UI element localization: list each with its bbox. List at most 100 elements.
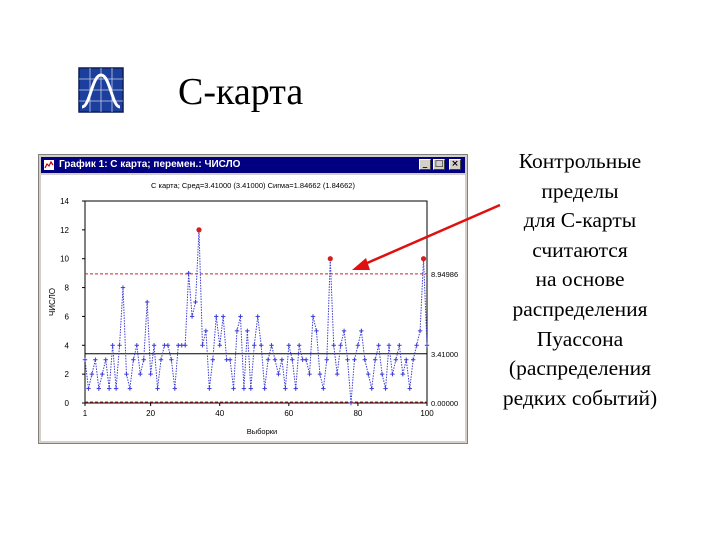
data-point	[272, 357, 278, 362]
x-tick-label: 1	[83, 409, 88, 418]
data-point	[89, 371, 95, 377]
data-point	[100, 371, 105, 377]
y-tick-label: 12	[60, 226, 69, 235]
x-tick-label: 60	[284, 409, 293, 418]
data-point	[131, 357, 136, 362]
data-point	[248, 386, 254, 391]
data-point	[383, 386, 388, 391]
data-point	[366, 371, 371, 377]
data-point	[303, 357, 309, 362]
chart-window[interactable]: График 1: С карта; перемен.: ЧИСЛО _ □ ×…	[38, 154, 468, 444]
data-point	[265, 357, 271, 362]
data-point	[293, 386, 298, 391]
data-point	[82, 357, 88, 362]
data-point	[155, 386, 160, 391]
data-point	[186, 270, 191, 276]
description-text: Контрольные пределы для С-карты считаются на…	[476, 147, 684, 413]
y-axis-label: ЧИСЛО	[48, 288, 57, 316]
data-point	[283, 386, 288, 391]
data-point	[414, 343, 419, 348]
data-point	[238, 314, 243, 319]
data-point	[189, 314, 195, 319]
y-tick-label: 2	[65, 370, 70, 379]
data-point	[117, 343, 122, 348]
data-point	[172, 386, 178, 391]
data-point	[134, 343, 140, 348]
data-point	[369, 386, 374, 391]
data-point	[372, 357, 378, 362]
data-point	[424, 343, 430, 348]
data-point	[348, 400, 354, 406]
data-point	[410, 357, 416, 362]
description-line: пределы	[541, 178, 619, 203]
data-point	[245, 328, 250, 334]
data-point	[334, 371, 340, 377]
data-point	[234, 328, 240, 334]
data-point	[193, 299, 198, 305]
data-point	[355, 343, 361, 348]
data-point	[120, 285, 126, 290]
data-point	[158, 357, 164, 362]
data-point	[290, 357, 295, 362]
series-line	[84, 229, 428, 404]
x-tick-label: 20	[146, 409, 155, 418]
description-line: на основе	[535, 267, 625, 292]
data-point	[345, 357, 350, 362]
data-point	[359, 328, 364, 334]
chart-app-logo	[78, 67, 124, 113]
description-line: Контрольные	[518, 149, 642, 173]
data-point	[144, 299, 150, 305]
data-point	[286, 343, 292, 348]
data-point	[269, 343, 274, 348]
data-point	[386, 343, 392, 348]
data-point	[407, 386, 412, 391]
close-button[interactable]: ×	[449, 159, 461, 170]
data-point	[321, 386, 326, 391]
center-line-label: 3.41000	[431, 350, 458, 359]
data-point	[258, 343, 264, 348]
data-point	[338, 343, 343, 348]
out-of-control-point	[196, 227, 202, 233]
data-point	[276, 371, 281, 377]
window-title-bar[interactable]: График 1: С карта; перемен.: ЧИСЛО _ □ ×	[41, 157, 465, 173]
data-point	[262, 386, 267, 391]
c-chart: С карта; Сред=3.41000 (3.41000) Сигма=1.…	[48, 181, 458, 436]
data-point	[93, 357, 98, 362]
maximize-button[interactable]: □	[433, 159, 445, 170]
data-point	[255, 314, 260, 319]
data-point	[106, 386, 112, 391]
data-point	[231, 386, 236, 391]
data-point	[417, 328, 423, 334]
x-axis-label: Выборки	[247, 427, 278, 436]
y-tick-label: 8	[65, 284, 70, 293]
description-line: Пуассона	[536, 326, 624, 351]
data-point	[379, 371, 385, 377]
data-point	[96, 386, 102, 391]
window-title: График 1: С карта; перемен.: ЧИСЛО	[59, 159, 241, 170]
y-tick-label: 14	[60, 197, 69, 206]
minimize-button[interactable]: _	[419, 159, 431, 170]
data-point	[148, 371, 153, 377]
data-point	[127, 386, 133, 391]
data-point	[397, 343, 402, 348]
data-point	[404, 357, 409, 362]
description-line: считаются	[532, 237, 628, 262]
data-point	[207, 386, 212, 391]
data-point	[113, 386, 119, 391]
y-tick-label: 4	[65, 341, 70, 350]
slide-title: С-карта	[178, 71, 304, 113]
data-point	[307, 371, 312, 377]
data-point	[310, 314, 316, 319]
y-tick-label: 10	[60, 255, 69, 264]
data-point	[393, 357, 399, 362]
description-line: редких событий)	[502, 385, 658, 410]
data-point	[331, 343, 336, 348]
data-point	[390, 371, 395, 377]
data-point	[203, 328, 209, 334]
data-point	[252, 343, 257, 348]
x-tick-label: 100	[420, 409, 434, 418]
data-point	[86, 386, 91, 391]
chart-title: С карта; Сред=3.41000 (3.41000) Сигма=1.…	[151, 181, 355, 190]
x-tick-label: 80	[353, 409, 362, 418]
data-point	[124, 371, 129, 377]
